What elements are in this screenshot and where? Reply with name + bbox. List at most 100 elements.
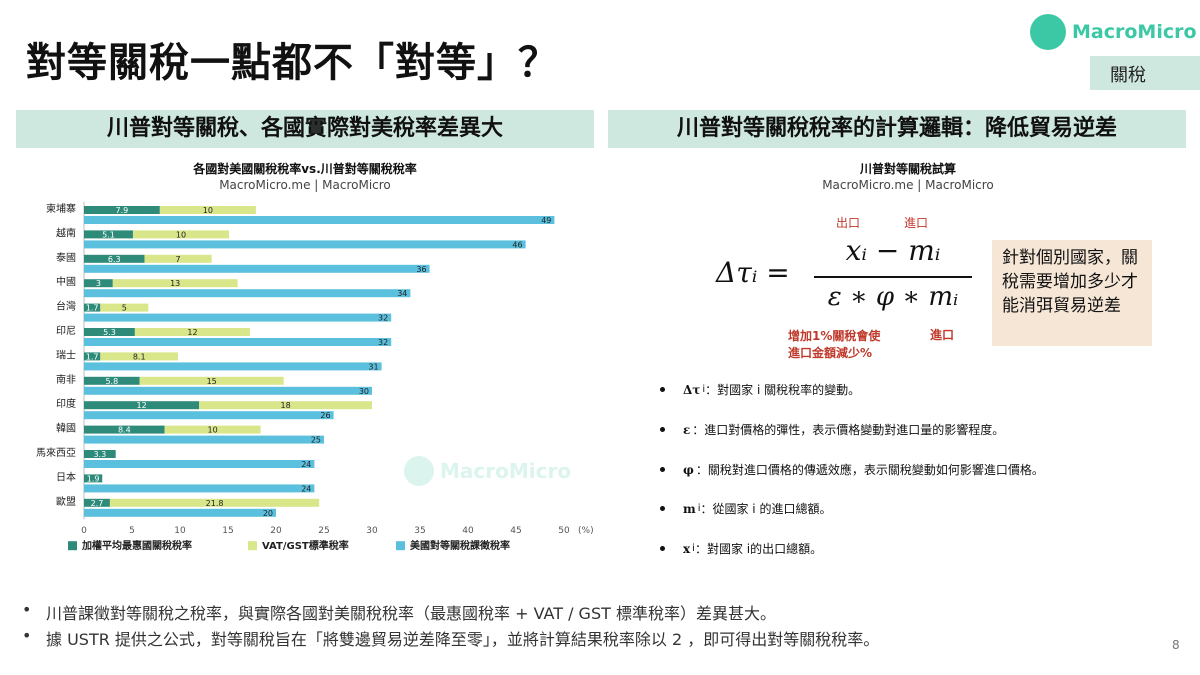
bar-mfn	[84, 474, 103, 483]
x-tick-label: 5	[129, 526, 135, 536]
bar-reciprocal	[84, 435, 324, 444]
data-label: 5.8	[105, 377, 118, 386]
bar-mfn	[84, 303, 101, 312]
chart-title: 各國對美國關稅稅率vs.川普對等關稅稅率	[193, 162, 417, 176]
y-tick-label: 柬埔寨	[46, 202, 76, 215]
definition-text: ：對國家 i的出口總額。	[694, 542, 823, 556]
logo: MacroMicro	[1030, 14, 1197, 50]
bullet-2: • 據 USTR 提供之公式，對等關稅旨在「將雙邊貿易逆差降至零」，並將計算結果稅…	[22, 626, 880, 649]
data-label: 26	[320, 411, 330, 420]
bar-mfn	[84, 376, 140, 385]
definition-text: ：關稅對進口價格的傳遞效應，表示關稅變動如何影響進口價格。	[695, 463, 1044, 477]
bar-vat	[144, 254, 212, 263]
definition-x: x i ：對國家 i的出口總額。	[660, 540, 822, 557]
bar-mfn	[84, 279, 113, 288]
formula-lhs: Δτᵢ =	[716, 256, 790, 289]
x-tick-label: 0	[81, 526, 87, 536]
bar-vat	[109, 498, 320, 507]
x-tick-label: 20	[270, 526, 282, 536]
bar-reciprocal	[84, 484, 315, 493]
right-panel-heading: 川普對等關稅稅率的計算邏輯：降低貿易逆差	[608, 110, 1186, 148]
data-label: 20	[263, 509, 273, 518]
x-tick-label: 15	[222, 526, 233, 536]
y-tick-label: 中國	[56, 275, 76, 288]
x-tick-label: 10	[174, 526, 186, 536]
data-label: 15	[207, 377, 217, 386]
data-label: 1.9	[87, 474, 100, 483]
logo-text: MacroMicro	[1072, 21, 1197, 43]
data-label: 1.7	[86, 352, 99, 361]
data-label: 2.7	[91, 499, 104, 508]
bar-vat	[100, 352, 179, 361]
legend-label: 加權平均最惠國關稅稅率	[81, 539, 192, 552]
data-label: 7.9	[116, 206, 129, 215]
label-import-bottom: 進口	[930, 328, 955, 342]
data-label: 7	[176, 255, 181, 264]
bar-reciprocal	[84, 216, 555, 224]
macromicro-logo-icon	[1030, 14, 1066, 50]
legend-label: VAT/GST標準稅率	[262, 539, 349, 552]
bar-mfn	[84, 425, 165, 434]
data-label: 32	[378, 338, 388, 347]
data-label: 10	[208, 426, 218, 435]
data-label: 8.1	[133, 352, 146, 361]
y-tick-label: 歐盟	[56, 495, 76, 508]
definition-epsilon: ε ：進口對價格的彈性，表示價格變動對進口量的影響程度。	[660, 421, 1004, 438]
bullet-1: • 川普課徵對等關稅之稅率，與實際各國對美關稅稅率（最惠國稅率 + VAT / G…	[22, 600, 776, 623]
bullet-dot	[660, 506, 665, 511]
legend-swatch	[396, 541, 405, 551]
bullet-text: 川普課徵對等關稅之稅率，與實際各國對美關稅稅率（最惠國稅率 + VAT / GS…	[46, 604, 776, 623]
x-unit-label: (%)	[578, 526, 594, 536]
bar-mfn	[84, 450, 116, 458]
data-label: 18	[281, 401, 291, 410]
formula-denominator: ε ∗ φ ∗ mᵢ	[827, 282, 959, 312]
bar-reciprocal	[84, 411, 334, 420]
bullet-dot	[660, 546, 665, 551]
bullet-dot	[660, 387, 665, 392]
data-label: 30	[359, 387, 369, 396]
page-number: 8	[1172, 638, 1180, 652]
data-label: 36	[416, 265, 426, 274]
bar-mfn	[84, 206, 160, 214]
legend-label: 美國對等關稅課徵稅率	[410, 539, 510, 552]
bar-mfn	[84, 498, 110, 507]
symbol-sub: i	[697, 503, 701, 514]
page-title: 對等關稅一點都不「對等」？	[26, 40, 559, 86]
data-label: 10	[203, 206, 213, 215]
bar-vat	[199, 401, 372, 410]
bar-mfn	[84, 328, 135, 336]
y-tick-label: 南非	[56, 373, 76, 386]
bar-reciprocal	[84, 289, 411, 298]
bar-mfn	[84, 352, 101, 361]
symbol-sub: i	[692, 543, 695, 554]
y-tick-label: 韓國	[56, 423, 76, 435]
note-box: 針對個別國家，關稅需要增加多少才能消弭貿易逆差	[992, 240, 1152, 346]
y-tick-label: 越南	[56, 226, 76, 239]
x-tick-label: 25	[318, 526, 329, 536]
bar-reciprocal	[84, 338, 392, 346]
bar-reciprocal	[84, 313, 392, 322]
watermark: MacroMicro	[404, 456, 571, 486]
y-tick-label: 泰國	[56, 251, 76, 264]
data-label: 25	[311, 436, 321, 445]
bullet-text: 據 USTR 提供之公式，對等關稅旨在「將雙邊貿易逆差降至零」，並將計算結果稅率…	[46, 630, 880, 649]
data-label: 31	[368, 362, 378, 371]
bar-reciprocal	[84, 362, 382, 371]
x-tick-label: 50	[558, 526, 570, 536]
symbol: m	[683, 501, 696, 516]
bar-vat	[139, 376, 284, 385]
y-tick-label: 台灣	[56, 300, 76, 313]
symbol: ε	[683, 422, 691, 437]
symbol: Δτ	[683, 382, 701, 397]
bullet-dot	[660, 427, 665, 432]
watermark-text: MacroMicro	[440, 459, 572, 483]
bullet-dot	[660, 467, 665, 472]
data-label: 34	[397, 289, 407, 298]
data-label: 10	[176, 230, 186, 239]
bar-reciprocal	[84, 386, 372, 395]
symbol: x	[683, 541, 691, 556]
data-label: 13	[170, 279, 180, 288]
data-label: 12	[137, 401, 147, 410]
definition-text: ：對國家 i 關稅稅率的變動。	[705, 383, 861, 397]
